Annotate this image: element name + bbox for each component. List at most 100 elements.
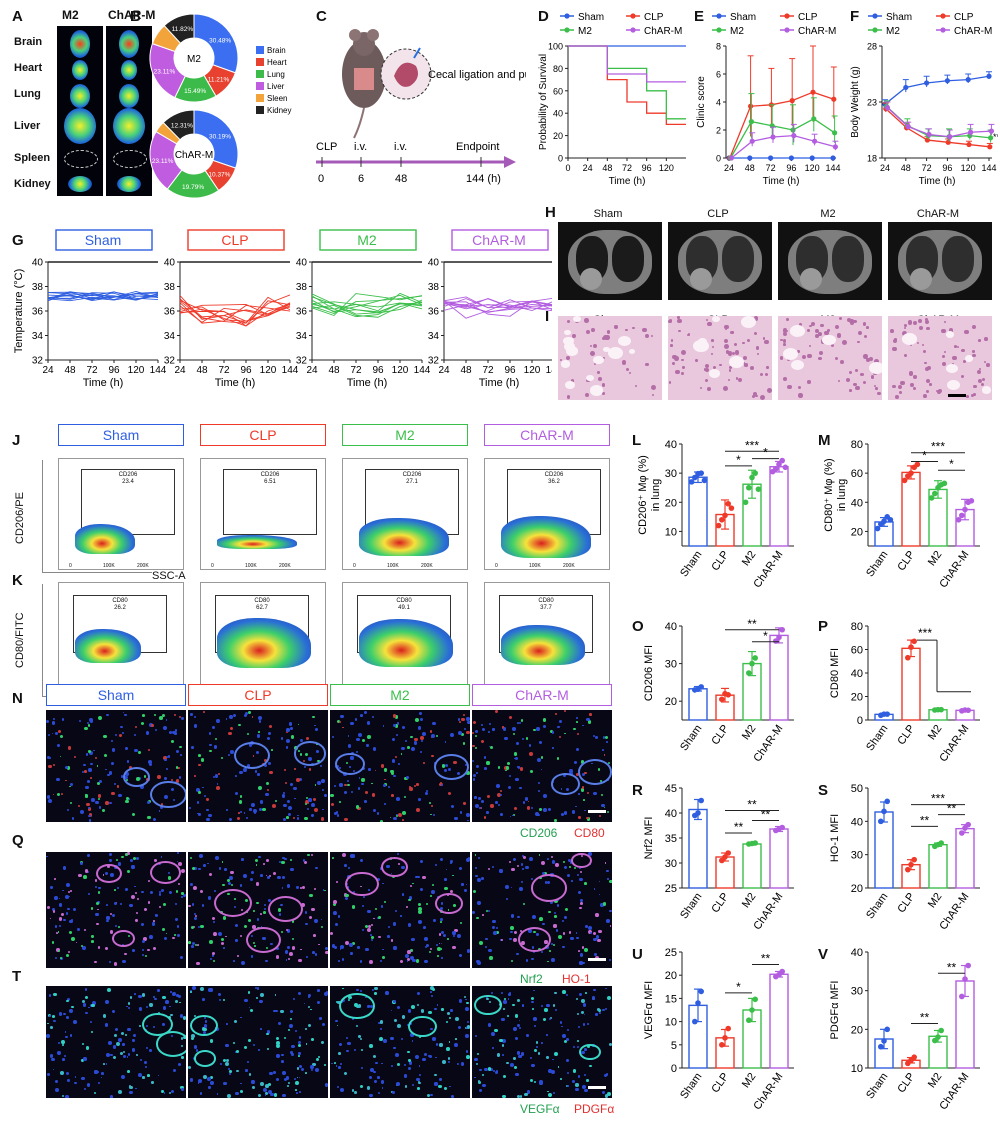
if-cell bbox=[573, 1069, 577, 1073]
if-cell bbox=[106, 1053, 111, 1058]
if-cell bbox=[552, 1058, 555, 1061]
if-cell bbox=[499, 790, 502, 793]
if-cell bbox=[330, 931, 334, 935]
if-cell bbox=[430, 990, 433, 993]
bar-Sham bbox=[688, 476, 708, 547]
he-nucleus bbox=[724, 344, 729, 349]
if-cell bbox=[450, 862, 452, 865]
if-cell bbox=[180, 1085, 184, 1090]
if-cell bbox=[88, 724, 91, 727]
if-cell bbox=[266, 788, 270, 791]
if-cell bbox=[258, 716, 263, 721]
if-cell bbox=[203, 1074, 208, 1079]
if-cell bbox=[495, 710, 499, 714]
he-nucleus bbox=[848, 370, 853, 375]
he-nucleus bbox=[752, 391, 758, 397]
if-cell bbox=[446, 938, 449, 940]
he-alveolus bbox=[593, 355, 604, 365]
if-cell bbox=[407, 950, 412, 954]
he-nucleus bbox=[645, 362, 649, 367]
organ-label-heart: Heart bbox=[14, 62, 43, 74]
if-cell bbox=[81, 770, 84, 773]
if-cell bbox=[586, 816, 590, 820]
if-cell bbox=[602, 736, 606, 739]
if-vessel bbox=[578, 1044, 601, 1061]
flow-group-tab-2: M2 bbox=[342, 424, 468, 446]
if-cell bbox=[239, 1082, 242, 1085]
if-cell bbox=[335, 923, 339, 927]
if-cell bbox=[235, 1050, 239, 1054]
if-cell bbox=[224, 867, 227, 871]
he-nucleus bbox=[678, 329, 681, 333]
if-cell bbox=[350, 952, 353, 955]
y-tick-label: 32 bbox=[428, 356, 440, 367]
donut-charm-label-5: 12.31% bbox=[171, 122, 193, 129]
he-nucleus bbox=[936, 389, 941, 394]
if-cell bbox=[529, 752, 533, 756]
if-scale-bar-T bbox=[588, 1086, 606, 1089]
if-cell bbox=[287, 1029, 290, 1032]
if-cell bbox=[312, 715, 315, 719]
if-cell bbox=[251, 1080, 255, 1084]
if-cell bbox=[481, 739, 485, 743]
if-cell bbox=[473, 889, 477, 893]
if-cell bbox=[58, 729, 62, 733]
if-cell bbox=[94, 1091, 97, 1094]
if-cell bbox=[411, 882, 414, 885]
if-cell bbox=[492, 919, 497, 924]
if-cell bbox=[530, 806, 533, 809]
if-cell bbox=[419, 718, 423, 722]
if-cell bbox=[548, 1018, 551, 1021]
if-cell bbox=[601, 1091, 606, 1095]
if-cell bbox=[579, 953, 584, 957]
y-tick-label: 30 bbox=[665, 468, 677, 480]
if-cell bbox=[575, 931, 578, 934]
x-tick-label: 120 bbox=[260, 365, 277, 376]
if-cell bbox=[476, 960, 481, 965]
if-cell bbox=[576, 717, 579, 720]
if-cell bbox=[425, 791, 428, 795]
if-cell bbox=[333, 811, 338, 816]
ct-scan-0 bbox=[558, 222, 662, 300]
if-cell bbox=[59, 1012, 63, 1016]
if-cell bbox=[115, 925, 118, 928]
if-cell bbox=[265, 792, 269, 797]
he-nucleus bbox=[910, 382, 915, 387]
if-cell bbox=[46, 905, 50, 910]
if-cell bbox=[520, 880, 524, 884]
he-alveolus bbox=[602, 346, 610, 353]
if-vessel bbox=[155, 1030, 186, 1057]
if-cell bbox=[577, 874, 580, 877]
data-point bbox=[878, 818, 884, 825]
if-cell bbox=[124, 952, 127, 956]
if-cell bbox=[308, 798, 312, 802]
if-cell bbox=[558, 736, 562, 739]
if-cell bbox=[298, 1052, 301, 1055]
if-cell bbox=[304, 799, 309, 804]
if-cell bbox=[245, 816, 249, 820]
he-nucleus bbox=[686, 333, 689, 337]
panel-label-j: J bbox=[12, 432, 21, 449]
temp-trace-1 bbox=[179, 302, 291, 324]
if-cell bbox=[448, 791, 452, 795]
flow-group-tab-3: ChAR-M bbox=[484, 424, 610, 446]
timeline-tick-48: 48 bbox=[395, 173, 407, 185]
flow-x-tick: 0 bbox=[69, 563, 72, 569]
ivis-signal-brain-charm bbox=[119, 30, 139, 58]
if-cell bbox=[510, 914, 515, 918]
if-cell bbox=[191, 1037, 195, 1041]
if-cell bbox=[73, 1019, 78, 1024]
if-cell bbox=[355, 805, 360, 810]
if-cell bbox=[410, 1033, 415, 1038]
if-cell bbox=[179, 1001, 181, 1004]
if-cell bbox=[243, 714, 247, 718]
data-point bbox=[722, 854, 728, 860]
if-cell bbox=[208, 1086, 211, 1089]
data-point bbox=[725, 692, 731, 698]
ivis-signal-liver-charm bbox=[113, 108, 145, 144]
x-tick-label: 24 bbox=[174, 365, 186, 376]
if-cell bbox=[357, 946, 360, 949]
if-cell bbox=[59, 755, 62, 758]
if-cell bbox=[265, 1092, 269, 1096]
